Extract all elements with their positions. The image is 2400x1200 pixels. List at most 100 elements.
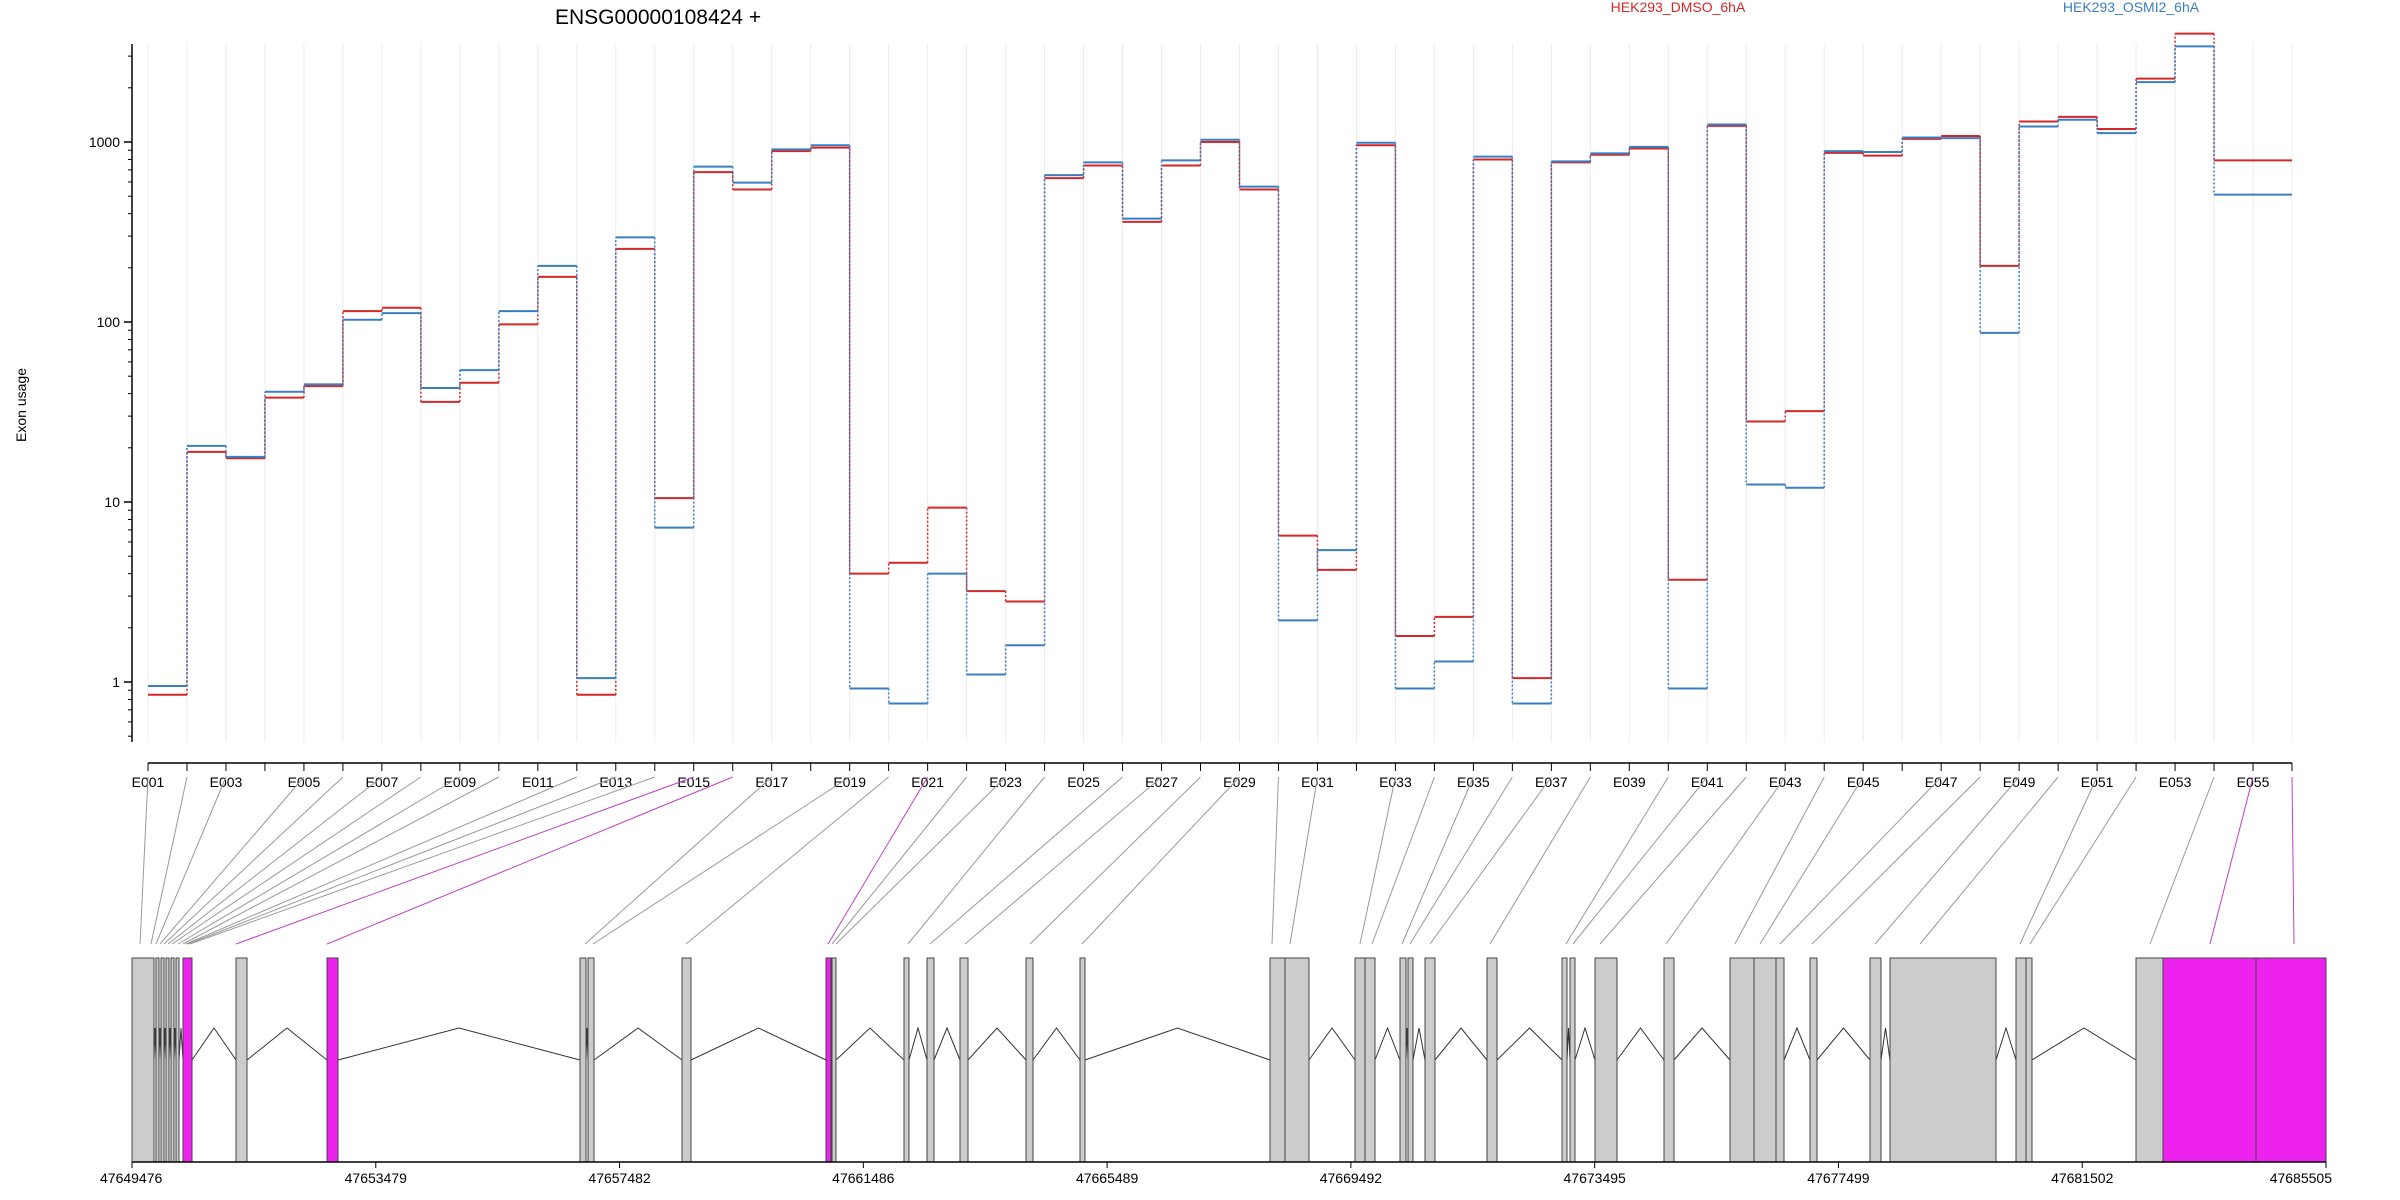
genomic-tick-label: 47657482 [588, 1170, 651, 1186]
intron-line [1673, 1027, 1731, 1061]
exon-connector [2029, 776, 2137, 945]
exon-block [1079, 957, 1086, 1163]
exon-block [155, 957, 160, 1163]
x-tick-label: E043 [1769, 774, 1802, 790]
exon-block [1569, 957, 1576, 1163]
x-tick-label: E019 [833, 774, 866, 790]
exon-block [1407, 957, 1414, 1163]
intron-line [933, 1026, 961, 1061]
intron-line [191, 1027, 237, 1061]
x-tick-label: E029 [1223, 774, 1256, 790]
exon-connector [182, 776, 500, 945]
genomic-tick-label: 47653479 [345, 1170, 408, 1186]
y-tick-label: 1 [112, 674, 120, 690]
intron-line [1616, 1027, 1665, 1061]
chart-title: ENSG00000108424 + [555, 6, 761, 29]
exon-connector [159, 776, 305, 945]
x-tick-label: E049 [2003, 774, 2036, 790]
exon-block [1809, 957, 1818, 1163]
exon-block [579, 957, 587, 1163]
exon-connector [1665, 776, 1786, 945]
legend-label-osmi2: HEK293_OSMI2_6hA [2063, 0, 2200, 15]
exon-connector [177, 776, 461, 945]
x-tick-label: E011 [522, 774, 554, 790]
x-tick-label: E005 [288, 774, 321, 790]
exon-connector [1409, 776, 1513, 945]
exon-connector [1565, 776, 1669, 945]
exon-connector [929, 776, 1123, 945]
exon-connector [1371, 776, 1435, 945]
intron-line [1084, 1027, 1271, 1061]
exon-block [2025, 957, 2033, 1163]
exon-connector [2209, 776, 2254, 945]
exon-block [1424, 957, 1436, 1163]
exon-connector [1572, 776, 1708, 945]
exon-block [1753, 957, 1777, 1163]
exon-connector [1779, 776, 1942, 945]
genomic-tick-label: 47661486 [832, 1170, 895, 1186]
exon-block [2135, 957, 2164, 1163]
exon-block [1889, 957, 1997, 1163]
exon-connector [1811, 776, 1981, 945]
genomic-tick-label: 47649476 [100, 1170, 163, 1186]
exon-connector [185, 776, 577, 945]
exon-connector [1874, 776, 2020, 945]
intron-line [1574, 1026, 1596, 1061]
exon-block [235, 957, 248, 1163]
exon-connector [1759, 776, 1864, 945]
exon-connector [163, 776, 344, 945]
exon-connector [1271, 776, 1279, 945]
exon-connector [167, 776, 383, 945]
intron-line [593, 1027, 683, 1061]
exon-connector [2149, 776, 2215, 945]
x-tick-label: E007 [366, 774, 399, 790]
intron-line [1880, 1027, 1891, 1061]
exon-block [175, 957, 180, 1163]
x-tick-label: E025 [1067, 774, 1100, 790]
exon-block [831, 957, 837, 1163]
exon-connector [964, 776, 1162, 945]
x-tick-label: E047 [1925, 774, 1958, 790]
exon-block [681, 957, 692, 1163]
exon-block [1869, 957, 1882, 1163]
exon-connector [171, 776, 422, 945]
intron-line [1374, 1026, 1401, 1061]
intron-line [967, 1027, 1027, 1061]
intron-line [1032, 1027, 1081, 1061]
intron-line [1412, 1027, 1426, 1061]
x-tick-label: E039 [1613, 774, 1646, 790]
exon-highlighted [182, 957, 193, 1163]
gene-model [131, 957, 2327, 1163]
y-tick-label: 100 [97, 314, 121, 330]
exon-connector [1289, 776, 1318, 945]
exon-connector [155, 776, 227, 945]
exon-connector [1029, 776, 1201, 945]
intron-line [1995, 1026, 2017, 1061]
exon-connector [1734, 776, 1825, 945]
exon-highlighted [326, 957, 339, 1163]
exon-connector [187, 776, 616, 945]
exon-block [1025, 957, 1034, 1163]
x-tick-label: E037 [1535, 774, 1568, 790]
exon-connector [2291, 776, 2295, 945]
exon-connector [827, 776, 929, 945]
x-tick-label: E009 [444, 774, 477, 790]
exon-connector [835, 776, 1006, 945]
y-tick-label: 10 [104, 494, 120, 510]
intron-line [2031, 1027, 2137, 1061]
y-tick-label: 1000 [89, 134, 120, 150]
x-tick-label: E017 [755, 774, 788, 790]
exon-block [1486, 957, 1498, 1163]
exon-connectors [139, 776, 2295, 945]
genomic-coordinate-axis: 47649476 47653479 47657482 47661486 47665489… [100, 1161, 2333, 1186]
exon-connector [1599, 776, 1747, 945]
x-tick-label: E013 [599, 774, 632, 790]
intron-line [690, 1027, 827, 1061]
series-osmi2 [148, 45, 2292, 705]
genomic-tick-label: 47685505 [2270, 1170, 2333, 1186]
genomic-tick-label: 47681502 [2051, 1170, 2114, 1186]
x-tick-label: E053 [2159, 774, 2192, 790]
exon-block [1364, 957, 1376, 1163]
